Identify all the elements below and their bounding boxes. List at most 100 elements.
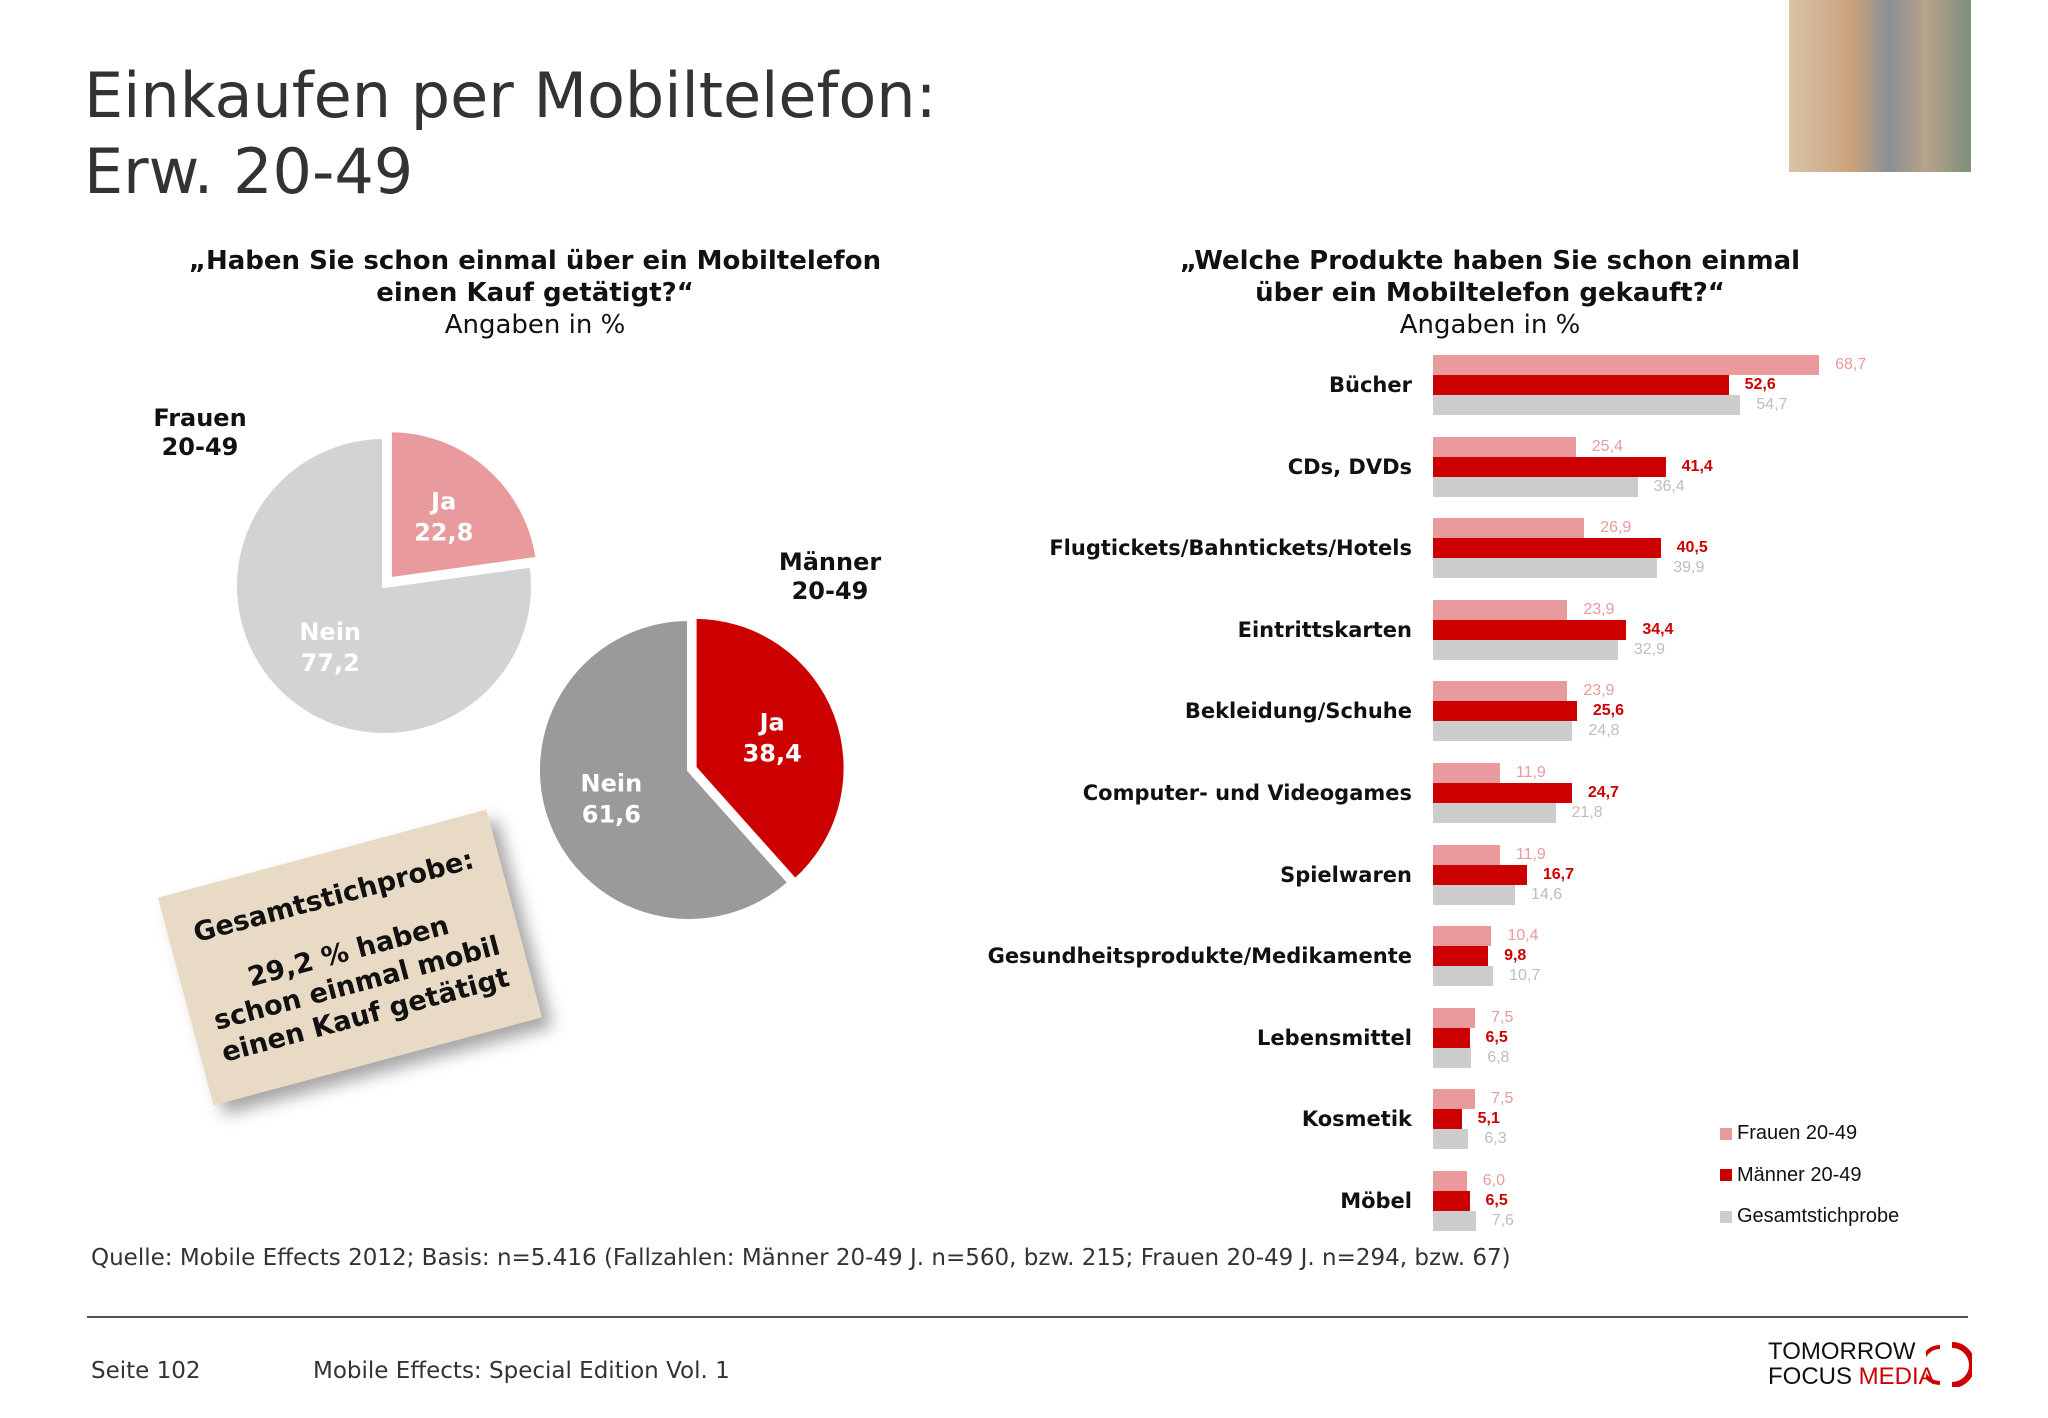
bar-frauen-20-49 — [1433, 1007, 1476, 1028]
bar-value-label: 10,4 — [1507, 927, 1539, 945]
logo-line-1: TOMORROW — [1768, 1338, 1916, 1365]
footer-divider — [87, 1316, 1968, 1318]
frauen-pie-label-ja: Ja — [429, 487, 456, 515]
maenner-label: Männer 20-49 — [760, 548, 900, 606]
bar-m-nner-20-49 — [1433, 538, 1661, 559]
bar-m-nner-20-49 — [1433, 456, 1666, 477]
bar-value-label: 9,8 — [1504, 947, 1527, 965]
bar-value-label: 23,9 — [1583, 682, 1615, 700]
bar-value-label: 24,7 — [1587, 784, 1619, 801]
category-label: Flugtickets/Bahntickets/Hotels — [1049, 536, 1412, 561]
frauen-label: Frauen 20-49 — [130, 404, 270, 462]
bar-gesamtstichprobe — [1433, 476, 1638, 497]
maenner-label-2: 20-49 — [791, 577, 869, 605]
bar-value-label: 6,0 — [1482, 1172, 1505, 1189]
maenner-pie-value-nein: 61,6 — [582, 801, 641, 829]
bar-frauen-20-49 — [1433, 436, 1576, 457]
legend-label: Gesamtstichprobe — [1737, 1205, 1900, 1228]
right-question-line-1: „Welche Produkte haben Sie schon einmal — [1179, 246, 1801, 276]
bar-frauen-20-49 — [1433, 681, 1568, 702]
frauen-pie-value-nein: 77,2 — [301, 649, 360, 677]
bar-frauen-20-49 — [1433, 518, 1585, 539]
bar-gesamtstichprobe — [1433, 1047, 1472, 1068]
category-label: Bücher — [1329, 373, 1412, 397]
bar-gesamtstichprobe — [1433, 721, 1573, 742]
bar-value-label: 11,9 — [1515, 845, 1546, 863]
logo-focus: FOCUS — [1768, 1363, 1852, 1390]
title-line-2: Erw. 20-49 — [84, 135, 414, 208]
frauen-pie-slice-nein — [233, 434, 535, 737]
bar-value-label: 11,9 — [1515, 764, 1546, 781]
bar-m-nner-20-49 — [1433, 1109, 1462, 1130]
maenner-pie-value-ja: 38,4 — [743, 739, 802, 767]
right-question-line-2: über ein Mobiltelefon gekauft?“ — [1255, 278, 1725, 308]
bar-gesamtstichprobe — [1433, 884, 1516, 905]
bar-m-nner-20-49 — [1433, 1027, 1470, 1048]
frauen-pie-label-nein: Nein — [299, 618, 361, 646]
bar-value-label: 23,9 — [1583, 600, 1615, 618]
legend-swatch — [1720, 1210, 1732, 1223]
frauen-pie-slice-ja — [387, 428, 540, 582]
left-subtitle: Angaben in % — [444, 310, 626, 340]
bar-gesamtstichprobe — [1433, 1211, 1476, 1231]
legend-item: Frauen 20-49 — [1720, 1122, 1857, 1145]
bar-value-label: 16,7 — [1542, 865, 1574, 883]
maenner-pie-label-ja: Ja — [758, 708, 785, 736]
page-title: Einkaufen per Mobiltelefon: Erw. 20-49 — [84, 58, 936, 210]
tomorrow-focus-media-logo: TOMORROW FOCUS MEDIA — [1768, 1338, 1972, 1390]
bar-value-label: 6,5 — [1485, 1028, 1508, 1046]
category-label: Computer- und Videogames — [1082, 781, 1412, 805]
title-line-1: Einkaufen per Mobiltelefon: — [84, 59, 937, 132]
frauen-label-1: Frauen — [153, 404, 247, 432]
category-label: Eintrittskarten — [1237, 617, 1412, 642]
bar-gesamtstichprobe — [1433, 558, 1658, 579]
bar-value-label: 68,7 — [1835, 356, 1867, 373]
logo-media: MEDIA — [1858, 1363, 1935, 1390]
left-question-line-2: einen Kauf getätigt?“ — [376, 278, 694, 308]
pie-charts: Ja 22,8 Nein 77,2 Ja 38,4 Nein 61,6 — [233, 428, 848, 923]
bar-gesamtstichprobe — [1433, 395, 1741, 415]
bar-frauen-20-49 — [1433, 355, 1820, 375]
category-label: Möbel — [1340, 1189, 1412, 1213]
legend-item: Männer 20-49 — [1720, 1164, 1862, 1187]
right-subtitle: Angaben in % — [1399, 310, 1581, 340]
category-label: Gesundheitsprodukte/Medikamente — [987, 944, 1412, 969]
bar-value-label: 39,9 — [1673, 559, 1705, 577]
bar-value-label: 6,3 — [1484, 1130, 1507, 1148]
source-note: Quelle: Mobile Effects 2012; Basis: n=5.… — [91, 1245, 1511, 1271]
bar-value-label: 10,7 — [1509, 967, 1541, 985]
bar-gesamtstichprobe — [1433, 803, 1556, 823]
bar-frauen-20-49 — [1433, 844, 1500, 865]
bar-value-label: 21,8 — [1571, 804, 1603, 821]
bar-m-nner-20-49 — [1433, 619, 1627, 640]
bar-value-label: 25,6 — [1592, 702, 1624, 720]
bar-value-label: 6,5 — [1485, 1192, 1508, 1209]
left-question-line-1: „Haben Sie schon einmal über ein Mobilte… — [188, 246, 882, 276]
bar-value-label: 32,9 — [1633, 640, 1666, 658]
legend-label: Frauen 20-49 — [1737, 1122, 1858, 1144]
bar-value-label: 6,8 — [1487, 1048, 1510, 1066]
maenner-label-1: Männer — [778, 548, 882, 576]
bar-value-label: 54,7 — [1756, 396, 1788, 413]
category-label: Bekleidung/Schuhe — [1184, 699, 1412, 724]
bar-m-nner-20-49 — [1433, 864, 1527, 885]
bar-frauen-20-49 — [1433, 1089, 1476, 1110]
bar-value-label: 26,9 — [1600, 519, 1632, 537]
bar-frauen-20-49 — [1433, 1171, 1467, 1191]
legend-swatch — [1720, 1169, 1732, 1182]
bar-m-nner-20-49 — [1433, 375, 1729, 395]
left-question: „Haben Sie schon einmal über ein Mobilte… — [135, 245, 935, 341]
logo-ring-icon — [1926, 1342, 1972, 1387]
category-label: Spielwaren — [1280, 862, 1412, 887]
legend-swatch — [1720, 1127, 1732, 1140]
legend-item: Gesamtstichprobe — [1720, 1205, 1899, 1228]
bar-value-label: 14,6 — [1531, 885, 1563, 903]
bar-value-label: 7,5 — [1491, 1008, 1514, 1026]
bar-value-label: 40,5 — [1676, 539, 1708, 557]
bar-m-nner-20-49 — [1433, 1191, 1470, 1211]
bar-gesamtstichprobe — [1433, 639, 1618, 660]
frauen-label-2: 20-49 — [161, 433, 239, 461]
bar-value-label: 52,6 — [1744, 376, 1776, 393]
bar-m-nner-20-49 — [1433, 946, 1489, 967]
bar-value-label: 7,5 — [1491, 1090, 1514, 1108]
